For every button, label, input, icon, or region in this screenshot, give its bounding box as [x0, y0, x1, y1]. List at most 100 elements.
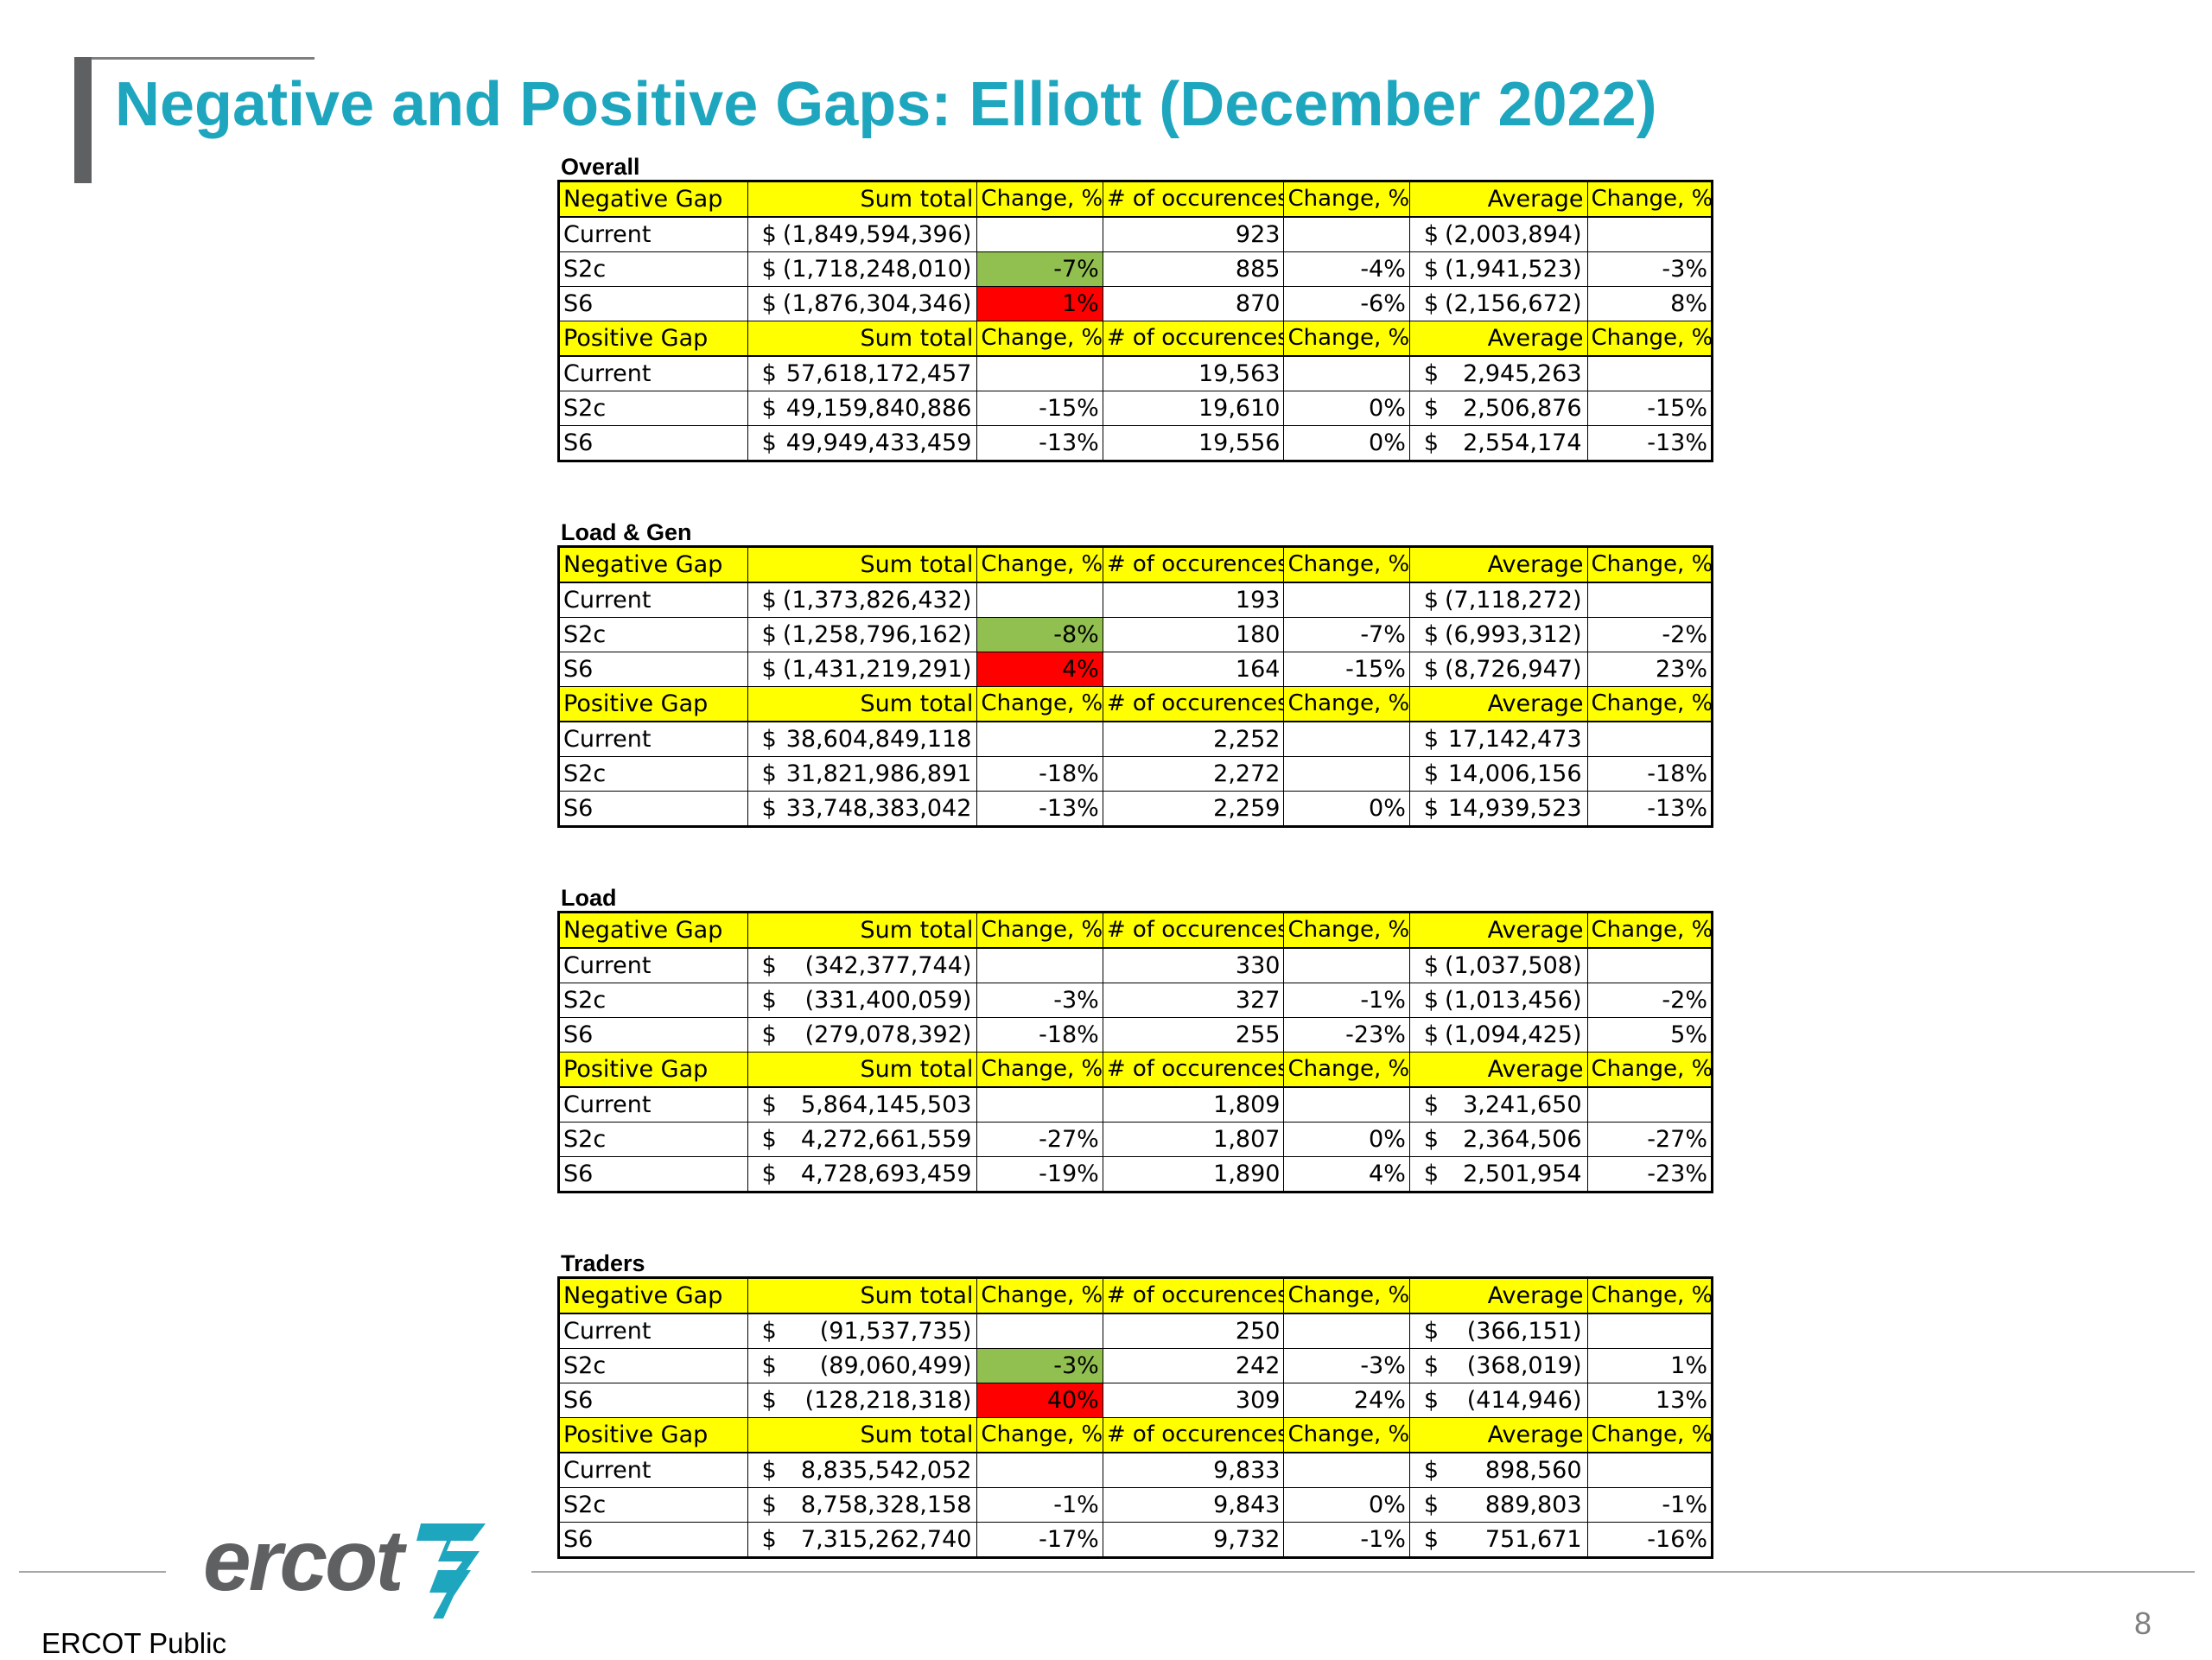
table-header-row: Negative Gap Sum total Change, % # of occur… — [558, 181, 1713, 218]
row-label: S6 — [558, 652, 748, 687]
amount-value: (368,019) — [1466, 1352, 1582, 1379]
header-cell: Sum total — [747, 1052, 978, 1088]
sum-total-cell: $49,949,433,459 — [747, 425, 978, 461]
header-cell: Sum total — [747, 912, 978, 949]
amount-value: 49,159,840,886 — [785, 395, 972, 422]
section-overall: Overall Negative Gap Sum total Change, % # o… — [557, 154, 1715, 462]
row-label: S2c — [558, 391, 748, 426]
header-cell: # of occurences — [1102, 546, 1285, 583]
header-cell: Change, % — [1283, 546, 1410, 583]
average-cell: $ (1,013,456) — [1408, 983, 1588, 1018]
sum-change-cell: -1% — [976, 1487, 1103, 1523]
currency-symbol: $ — [761, 1491, 777, 1518]
occurrences-cell: 19,556 — [1102, 425, 1285, 461]
amount-value: (8,726,947) — [1445, 656, 1582, 683]
table-row: S6 $7,315,262,740 -17% 9,732 -1% $751,671 -16% — [558, 1522, 1713, 1558]
sum-change-cell: -15% — [976, 391, 1103, 426]
currency-symbol: $ — [761, 1352, 777, 1379]
header-cell: Change, % — [1586, 181, 1713, 218]
occurrences-change-cell — [1283, 1313, 1410, 1349]
occurrences-change-cell: -3% — [1283, 1348, 1410, 1383]
average-change-cell — [1586, 1452, 1713, 1488]
currency-symbol: $ — [1423, 1352, 1440, 1379]
currency-symbol: $ — [761, 1318, 777, 1345]
header-cell: Change, % — [1586, 686, 1713, 722]
header-cell: Positive Gap — [558, 321, 748, 357]
amount-value: 3,241,650 — [1463, 1091, 1582, 1118]
sum-total-cell: $ (1,876,304,346) — [747, 286, 978, 321]
currency-symbol: $ — [761, 1387, 777, 1414]
header-cell: Average — [1408, 1277, 1588, 1314]
sum-change-cell — [976, 1086, 1103, 1123]
amount-value: 2,364,506 — [1463, 1126, 1582, 1153]
header-cell: Change, % — [1283, 686, 1410, 722]
logo-wordmark: ercot — [203, 1512, 404, 1609]
amount-value: (279,078,392) — [804, 1021, 972, 1048]
table-row: Current $ (91,537,735) 250 $ (366,151) — [558, 1313, 1713, 1349]
currency-symbol: $ — [1423, 656, 1440, 683]
amount-value: (2,156,672) — [1445, 290, 1582, 317]
amount-value: (2,003,894) — [1445, 221, 1582, 248]
average-change-cell — [1586, 355, 1713, 391]
row-label: Current — [558, 947, 748, 983]
occurrences-cell: 180 — [1102, 617, 1285, 652]
amount-value: 14,006,156 — [1447, 760, 1582, 787]
page-number: 8 — [2134, 1606, 2152, 1641]
average-change-cell: 8% — [1586, 286, 1713, 321]
header-cell: Average — [1408, 686, 1588, 722]
currency-symbol: $ — [1423, 1126, 1440, 1153]
header-cell: Change, % — [1283, 1417, 1410, 1453]
average-change-cell: -1% — [1586, 1487, 1713, 1523]
currency-symbol: $ — [1423, 1387, 1440, 1414]
currency-symbol: $ — [761, 221, 777, 248]
header-cell: Change, % — [1283, 1277, 1410, 1314]
currency-symbol: $ — [1423, 726, 1440, 753]
amount-value: 49,949,433,459 — [785, 429, 972, 456]
table-header-row: Negative Gap Sum total Change, % # of occur… — [558, 546, 1713, 583]
currency-symbol: $ — [761, 395, 777, 422]
average-cell: $ (414,946) — [1408, 1383, 1588, 1418]
average-cell: $889,803 — [1408, 1487, 1588, 1523]
table-row: S6 $49,949,433,459 -13% 19,556 0% $2,554,174-… — [558, 425, 1713, 461]
table-row: Current $ (342,377,744) 330 $ (1,037,508) — [558, 947, 1713, 983]
currency-symbol: $ — [1423, 987, 1440, 1014]
table-row: S2c $ (1,258,796,162) -8% 180 -7% $ (6,993,312)… — [558, 617, 1713, 652]
occurrences-change-cell — [1283, 756, 1410, 792]
amount-value: (1,094,425) — [1445, 1021, 1582, 1048]
section-title: Load — [561, 885, 617, 911]
header-cell: # of occurences — [1102, 1277, 1285, 1314]
row-label: S6 — [558, 1156, 748, 1193]
table-row: Current $5,864,145,503 1,809 $3,241,650 — [558, 1086, 1713, 1123]
header-cell: # of occurences — [1102, 321, 1285, 357]
amount-value: 889,803 — [1484, 1491, 1582, 1518]
sum-total-cell: $38,604,849,118 — [747, 721, 978, 757]
currency-symbol: $ — [1423, 1457, 1440, 1484]
section-title: Traders — [561, 1250, 645, 1276]
average-cell: $ (6,993,312) — [1408, 617, 1588, 652]
row-label: S6 — [558, 286, 748, 321]
header-cell: Change, % — [1586, 1277, 1713, 1314]
occurrences-change-cell: 0% — [1283, 791, 1410, 827]
amount-value: 8,835,542,052 — [800, 1457, 972, 1484]
currency-symbol: $ — [1423, 395, 1440, 422]
occurrences-change-cell — [1283, 216, 1410, 252]
average-change-cell: -3% — [1586, 251, 1713, 287]
gap-table: Negative Gap Sum total Change, % # of occur… — [557, 911, 1713, 1193]
occurrences-cell: 2,259 — [1102, 791, 1285, 827]
footer-label: ERCOT Public — [41, 1627, 226, 1659]
average-cell: $751,671 — [1408, 1522, 1588, 1558]
sum-change-cell: 1% — [976, 286, 1103, 321]
currency-symbol: $ — [761, 256, 777, 283]
occurrences-cell: 193 — [1102, 582, 1285, 618]
currency-symbol: $ — [1423, 952, 1440, 979]
header-cell: Change, % — [1586, 546, 1713, 583]
sum-change-cell: -18% — [976, 1017, 1103, 1053]
average-cell: $2,501,954 — [1408, 1156, 1588, 1193]
header-cell: Average — [1408, 1417, 1588, 1453]
title-rule — [76, 57, 315, 60]
amount-value: (1,431,219,291) — [782, 656, 972, 683]
gap-table: Negative Gap Sum total Change, % # of occur… — [557, 545, 1713, 828]
amount-value: (89,060,499) — [819, 1352, 972, 1379]
amount-value: (1,037,508) — [1445, 952, 1582, 979]
currency-symbol: $ — [761, 290, 777, 317]
